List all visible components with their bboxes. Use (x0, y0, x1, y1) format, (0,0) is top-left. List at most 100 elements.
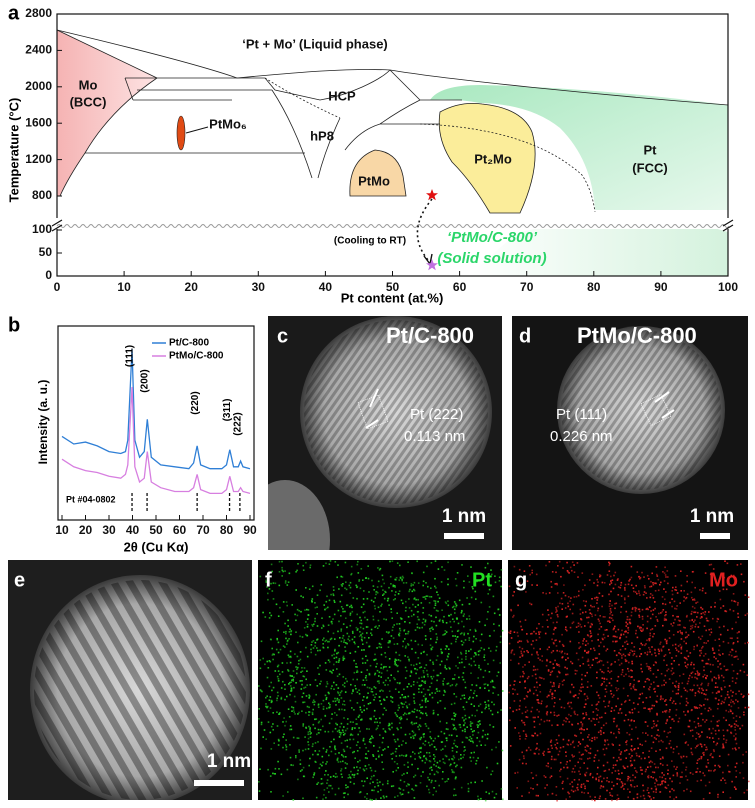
eds-dot (461, 694, 464, 697)
eds-dot (320, 680, 322, 683)
eds-dot (392, 584, 395, 587)
eds-dot (486, 766, 488, 769)
eds-dot (366, 632, 368, 634)
eds-dot (495, 793, 498, 795)
eds-dot (596, 584, 599, 587)
eds-dot (659, 791, 662, 793)
eds-dot (695, 738, 697, 740)
eds-dot (528, 661, 530, 663)
eds-dot (276, 637, 278, 640)
eds-dot (706, 698, 709, 701)
eds-dot (590, 720, 593, 722)
eds-dot (732, 643, 734, 645)
eds-dot (398, 691, 400, 693)
lattice-label: Pt (222) (410, 406, 463, 423)
eds-dot (339, 600, 342, 603)
eds-dot (284, 688, 286, 690)
eds-dot (388, 724, 391, 726)
eds-dot (676, 772, 678, 774)
eds-dot (734, 682, 737, 684)
eds-dot (717, 725, 719, 727)
eds-dot (655, 778, 657, 781)
eds-dot (420, 747, 422, 750)
eds-dot (287, 669, 289, 671)
eds-dot (584, 611, 587, 613)
eds-dot (744, 642, 746, 645)
eds-dot (528, 565, 531, 567)
eds-dot (583, 638, 585, 640)
eds-dot (617, 797, 620, 800)
series-line (61, 348, 251, 470)
eds-dot (442, 748, 444, 750)
eds-dot (436, 636, 438, 639)
eds-dot (687, 710, 689, 712)
eds-dot (453, 724, 455, 727)
eds-dot (612, 619, 614, 622)
eds-dot (483, 654, 486, 656)
eds-dot (562, 645, 565, 647)
eds-dot (296, 614, 299, 617)
eds-dot (619, 648, 622, 651)
eds-dot (715, 697, 717, 700)
eds-dot (578, 741, 580, 743)
eds-dot (304, 748, 307, 751)
eds-dot (404, 666, 407, 669)
eds-dot (543, 678, 545, 680)
eds-dot (314, 679, 317, 681)
eds-dot (708, 769, 710, 772)
eds-dot (546, 711, 549, 713)
eds-dot (735, 742, 738, 745)
eds-dot (675, 714, 677, 717)
eds-dot (663, 619, 666, 621)
eds-dot (627, 583, 630, 586)
eds-dot (539, 684, 541, 686)
eds-dot (497, 671, 500, 674)
eds-dot (569, 600, 571, 602)
eds-dot (405, 606, 407, 609)
eds-dot (441, 651, 443, 654)
eds-dot (321, 764, 323, 767)
eds-dot (630, 738, 633, 741)
eds-dot (479, 687, 481, 689)
eds-dot (583, 762, 585, 764)
eds-dot (654, 590, 657, 592)
eds-dot (703, 751, 705, 754)
eds-dot (362, 579, 364, 581)
eds-dot (649, 708, 651, 711)
eds-dot (703, 642, 705, 644)
eds-dot (485, 791, 488, 793)
eds-dot (693, 684, 695, 687)
eds-dot (547, 762, 549, 765)
eds-dot (272, 653, 274, 655)
eds-dot (683, 790, 685, 792)
eds-dot (649, 593, 652, 595)
eds-dot (701, 682, 703, 685)
eds-dot (359, 791, 362, 793)
eds-dot (659, 641, 662, 644)
eds-dot (743, 711, 745, 714)
eds-dot (484, 744, 487, 746)
eds-dot (628, 580, 630, 582)
eds-dot (391, 629, 394, 632)
eds-dot (490, 773, 492, 776)
eds-dot (408, 733, 411, 735)
eds-dot (710, 720, 713, 723)
eds-dot (653, 681, 655, 684)
eds-dot (737, 700, 739, 703)
eds-dot (659, 758, 662, 760)
eds-dot (476, 737, 478, 739)
eds-dot (466, 726, 468, 728)
eds-dot (691, 581, 693, 584)
eds-dot (672, 682, 674, 684)
eds-dot (302, 692, 305, 695)
eds-dot (620, 606, 623, 608)
eds-dot (397, 670, 399, 673)
eds-dot (529, 690, 531, 692)
eds-dot (520, 652, 523, 655)
eds-dot (617, 688, 620, 690)
eds-dot (610, 575, 612, 578)
eds-dot (595, 708, 598, 710)
eds-dot (643, 585, 646, 587)
eds-dot (740, 693, 743, 695)
eds-dot (597, 779, 600, 781)
